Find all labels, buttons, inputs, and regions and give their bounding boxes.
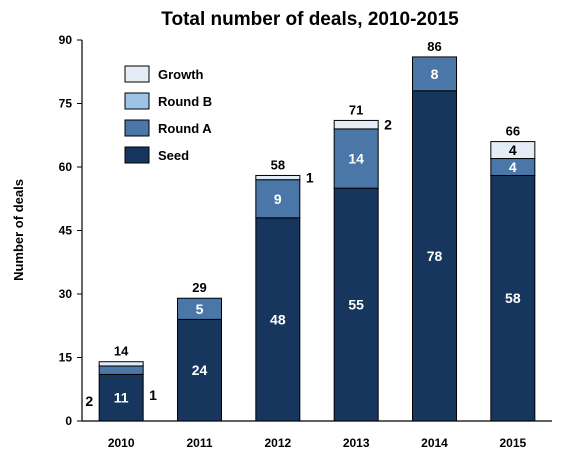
- bar-segment-growth: [333, 119, 379, 130]
- bar-total-label: 66: [506, 124, 520, 139]
- segment-label: 24: [192, 362, 208, 378]
- legend-label: Round A: [158, 121, 212, 136]
- legend-swatch: [124, 92, 150, 110]
- y-tick-label: 75: [59, 97, 73, 111]
- segment-label: 14: [348, 151, 364, 167]
- segment-label: 1: [149, 387, 157, 403]
- bar-segment-seed: [412, 90, 457, 422]
- y-tick-label: 60: [59, 160, 73, 174]
- bar-segment-round-a: [412, 56, 457, 92]
- bar-total-label: 58: [271, 157, 285, 172]
- bar-segment-growth: [490, 141, 536, 160]
- x-tick-label: 2010: [108, 436, 135, 450]
- legend-label: Growth: [158, 67, 204, 82]
- segment-label: 55: [348, 297, 364, 313]
- y-ticks: 0 15 30 45 60 75 90: [59, 33, 82, 428]
- bar-segment-round-a: [333, 128, 379, 189]
- segment-label: 2: [384, 117, 392, 133]
- legend-swatch: [124, 146, 150, 164]
- bar-total-label: 29: [192, 280, 206, 295]
- legend: Growth Round B Round A Seed: [124, 65, 212, 164]
- y-axis-label: Number of deals: [11, 179, 26, 281]
- segment-label: 11: [114, 390, 129, 406]
- y-tick-label: 90: [59, 33, 73, 47]
- segment-label: 1: [306, 170, 314, 186]
- x-tick-label: 2012: [264, 436, 291, 450]
- legend-label: Round B: [158, 94, 212, 109]
- y-tick-label: 0: [65, 414, 72, 428]
- segment-label: 5: [196, 301, 204, 317]
- segment-label: 48: [270, 311, 286, 327]
- segment-label: 9: [274, 191, 282, 207]
- axes: [81, 40, 552, 422]
- y-tick-label: 15: [59, 351, 73, 365]
- chart-title: Total number of deals, 2010-2015: [161, 9, 459, 30]
- bar-segment-seed: [177, 318, 222, 422]
- x-tick-label: 2013: [343, 436, 370, 450]
- legend-swatch: [124, 65, 150, 83]
- bar-segment-round-a: [177, 297, 222, 320]
- segment-label: 4: [509, 142, 517, 158]
- segment-label: 78: [427, 248, 443, 264]
- legend-label: Seed: [158, 148, 189, 163]
- bars: [98, 56, 536, 422]
- x-tick-label: 2014: [421, 436, 448, 450]
- bar-segment-growth: [255, 174, 301, 181]
- segment-label: 2: [85, 393, 93, 409]
- segment-label: 58: [505, 290, 521, 306]
- y-tick-label: 45: [59, 224, 73, 238]
- bar-segment-round-a: [98, 365, 144, 375]
- segment-label: 8: [431, 66, 439, 82]
- x-tick-label: 2011: [186, 436, 212, 450]
- x-tick-label: 2015: [499, 436, 526, 450]
- x-ticks: 2010 2011 2012 2013 2014 2015: [108, 436, 527, 450]
- bar-total-label: 71: [349, 102, 363, 117]
- y-tick-label: 30: [59, 287, 73, 301]
- bar-total-label: 86: [427, 39, 441, 54]
- segment-label: 4: [509, 159, 517, 175]
- bar-segment-seed: [333, 187, 379, 422]
- bar-total-label: 14: [114, 344, 129, 359]
- legend-swatch: [124, 119, 150, 137]
- bar-segment-growth: [98, 361, 144, 367]
